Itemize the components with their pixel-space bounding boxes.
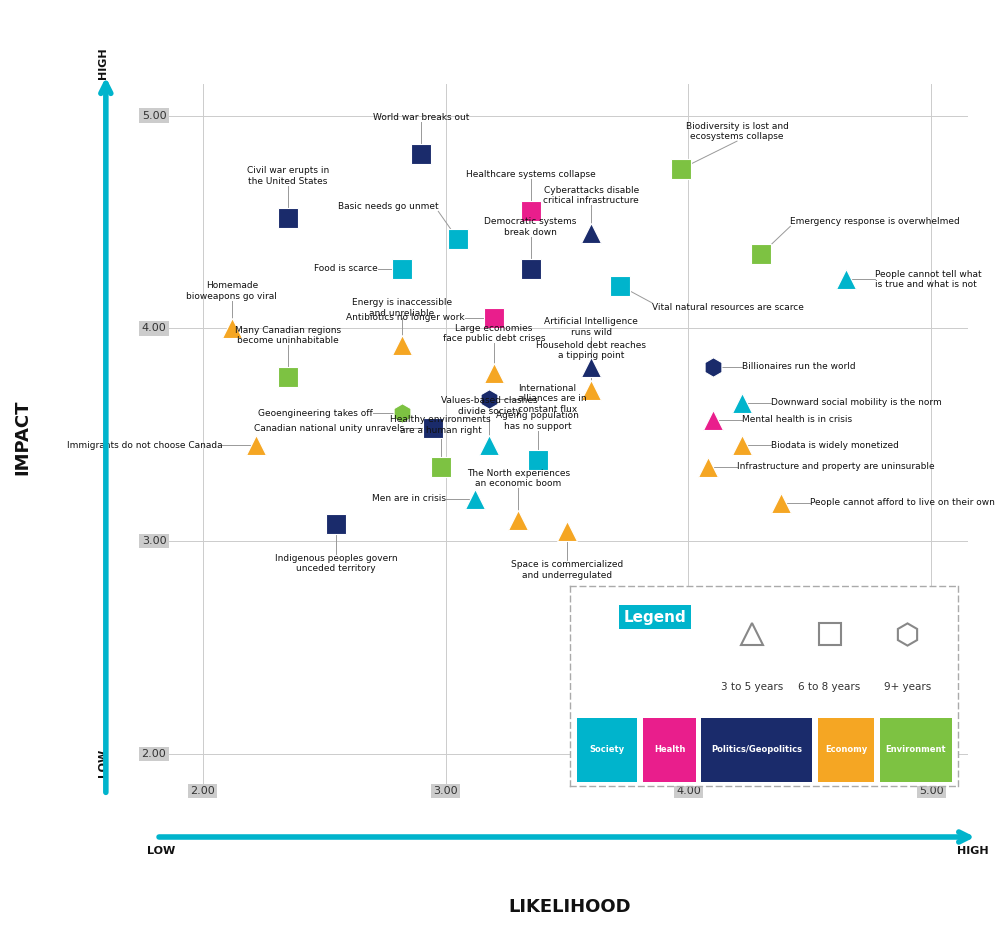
Text: Immigrants do not choose Canada: Immigrants do not choose Canada bbox=[67, 441, 222, 450]
Text: Indigenous peoples govern
unceded territory: Indigenous peoples govern unceded territ… bbox=[275, 554, 397, 573]
Text: 3.00: 3.00 bbox=[142, 537, 166, 546]
Text: Economy: Economy bbox=[825, 745, 867, 754]
Text: People cannot afford to live on their own: People cannot afford to live on their ow… bbox=[809, 498, 995, 508]
Text: 9+ years: 9+ years bbox=[884, 682, 930, 692]
Text: Biodiversity is lost and
ecosystems collapse: Biodiversity is lost and ecosystems coll… bbox=[685, 122, 788, 141]
Text: Democratic systems
break down: Democratic systems break down bbox=[485, 218, 577, 237]
Text: Vital natural resources are scarce: Vital natural resources are scarce bbox=[652, 303, 803, 312]
Text: Society: Society bbox=[590, 745, 625, 754]
Text: LIKELIHOOD: LIKELIHOOD bbox=[508, 897, 631, 916]
Text: HIGH: HIGH bbox=[98, 47, 108, 79]
Text: 5.00: 5.00 bbox=[919, 786, 943, 796]
Text: Antibiotics no longer work: Antibiotics no longer work bbox=[347, 313, 465, 323]
Text: Mental health is in crisis: Mental health is in crisis bbox=[742, 416, 852, 424]
Text: HIGH: HIGH bbox=[957, 846, 989, 857]
Text: Food is scarce: Food is scarce bbox=[313, 264, 378, 273]
Text: The North experiences
an economic boom: The North experiences an economic boom bbox=[467, 469, 570, 488]
Text: Billionaires run the world: Billionaires run the world bbox=[742, 362, 856, 371]
Text: 6 to 8 years: 6 to 8 years bbox=[798, 682, 861, 692]
Text: Infrastructure and property are uninsurable: Infrastructure and property are uninsura… bbox=[737, 462, 934, 472]
Text: Healthcare systems collapse: Healthcare systems collapse bbox=[466, 170, 596, 179]
Text: Basic needs go unmet: Basic needs go unmet bbox=[338, 203, 438, 211]
Text: Biodata is widely monetized: Biodata is widely monetized bbox=[771, 441, 899, 450]
Text: Civil war erupts in
the United States: Civil war erupts in the United States bbox=[247, 166, 329, 186]
Text: Canadian national unity unravels: Canadian national unity unravels bbox=[254, 424, 404, 432]
Text: Downward social mobility is the norm: Downward social mobility is the norm bbox=[771, 398, 941, 407]
Text: Men are in crisis: Men are in crisis bbox=[372, 494, 446, 503]
Text: 4.00: 4.00 bbox=[676, 786, 701, 796]
Text: 2.00: 2.00 bbox=[141, 749, 166, 759]
FancyBboxPatch shape bbox=[702, 718, 812, 782]
Text: 5.00: 5.00 bbox=[142, 111, 166, 121]
Text: Energy is inaccessible
and unreliable: Energy is inaccessible and unreliable bbox=[352, 299, 452, 318]
Text: LOW: LOW bbox=[147, 846, 175, 857]
Text: 3 to 5 years: 3 to 5 years bbox=[721, 682, 783, 692]
Text: Artificial Intelligence
runs wild: Artificial Intelligence runs wild bbox=[544, 317, 638, 337]
Text: Cyberattacks disable
critical infrastructure: Cyberattacks disable critical infrastruc… bbox=[543, 186, 639, 205]
Text: Environment: Environment bbox=[886, 745, 947, 754]
Text: Emergency response is overwhelmed: Emergency response is overwhelmed bbox=[790, 218, 961, 226]
Text: 3.00: 3.00 bbox=[433, 786, 458, 796]
Text: Large economies
face public debt crises: Large economies face public debt crises bbox=[443, 324, 545, 343]
Text: Values-based clashes
divide society: Values-based clashes divide society bbox=[440, 396, 537, 416]
Text: World war breaks out: World war breaks out bbox=[373, 113, 470, 122]
Text: IMPACT: IMPACT bbox=[13, 399, 31, 475]
FancyBboxPatch shape bbox=[880, 718, 952, 782]
Text: Many Canadian regions
become uninhabitable: Many Canadian regions become uninhabitab… bbox=[235, 326, 341, 345]
Text: Healthy environments
are a human right: Healthy environments are a human right bbox=[390, 416, 491, 434]
Text: LOW: LOW bbox=[98, 749, 108, 777]
Text: 2.00: 2.00 bbox=[191, 786, 215, 796]
Text: International
alliances are in
constant flux: International alliances are in constant … bbox=[518, 384, 587, 414]
FancyBboxPatch shape bbox=[643, 718, 696, 782]
Text: 4.00: 4.00 bbox=[141, 324, 166, 333]
FancyBboxPatch shape bbox=[578, 718, 637, 782]
Text: Geoengineering takes off: Geoengineering takes off bbox=[258, 409, 373, 418]
Text: Legend: Legend bbox=[624, 610, 686, 625]
Text: Household debt reaches
a tipping point: Household debt reaches a tipping point bbox=[536, 341, 646, 360]
Text: Homemade
bioweapons go viral: Homemade bioweapons go viral bbox=[186, 282, 277, 300]
FancyBboxPatch shape bbox=[817, 718, 874, 782]
Text: Health: Health bbox=[654, 745, 685, 754]
Text: Politics/Geopolitics: Politics/Geopolitics bbox=[712, 745, 802, 754]
Text: Space is commercialized
and underregulated: Space is commercialized and underregulat… bbox=[511, 560, 623, 579]
Text: Ageing population
has no support: Ageing population has no support bbox=[496, 411, 580, 431]
Text: People cannot tell what
is true and what is not: People cannot tell what is true and what… bbox=[875, 270, 982, 289]
